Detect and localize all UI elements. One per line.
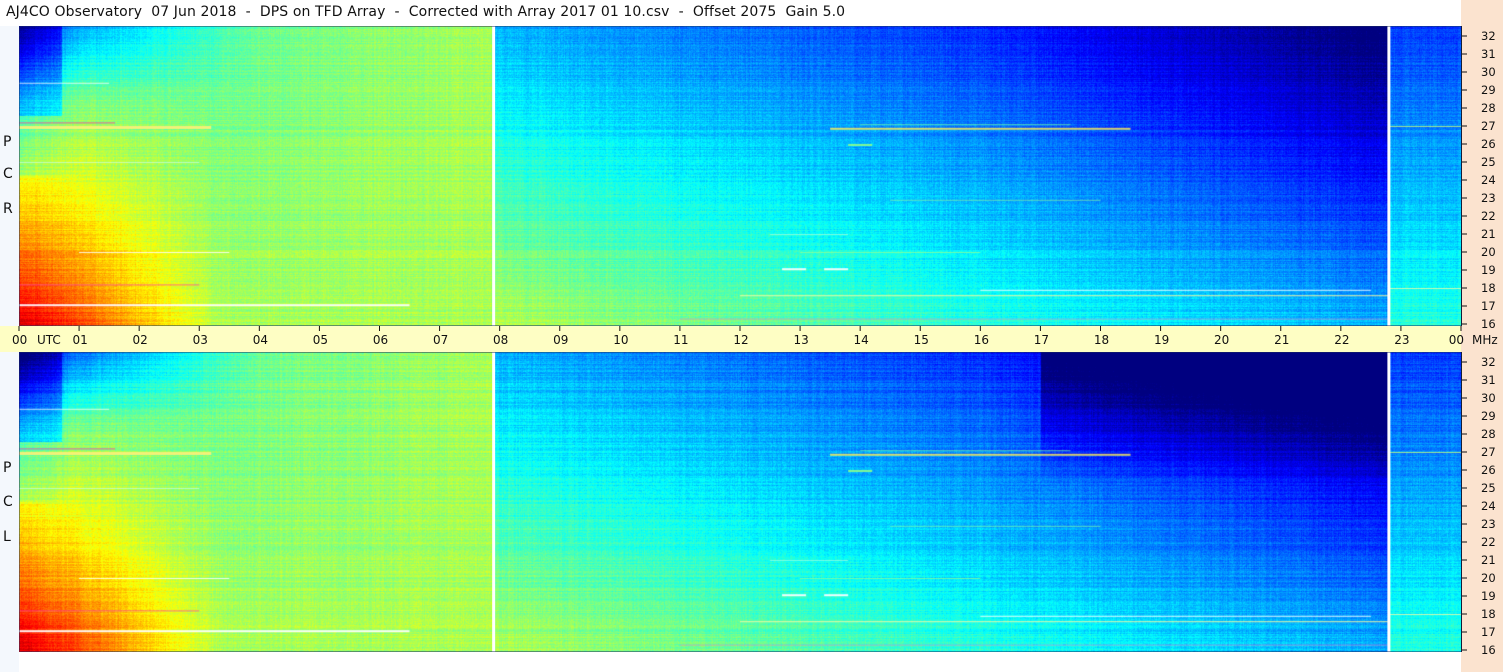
lcp-label-c: C [3, 494, 13, 510]
freq-tick-label-lcp-30: 30 [1481, 391, 1496, 405]
freq-tick-label-rcp-21: 21 [1481, 227, 1496, 241]
time-tick-label-20: 20 [1214, 333, 1229, 347]
freq-tick-label-lcp-22: 22 [1481, 535, 1496, 549]
utc-label: UTC [37, 333, 61, 347]
time-tick-label-3: 03 [193, 333, 208, 347]
freq-tick-label-lcp-28: 28 [1481, 427, 1496, 441]
time-tick-label-0: 00 [12, 333, 27, 347]
freq-tick-label-rcp-28: 28 [1481, 101, 1496, 115]
freq-tick-label-rcp-32: 32 [1481, 29, 1496, 43]
rcp-label-r: R [3, 201, 13, 217]
panel-frame-lcp [19, 352, 1462, 652]
freq-tick-label-rcp-22: 22 [1481, 209, 1496, 223]
mhz-unit-label: MHz [1472, 333, 1498, 347]
rcp-spectrogram [19, 26, 1461, 326]
freq-tick-label-lcp-21: 21 [1481, 553, 1496, 567]
freq-tick-label-rcp-19: 19 [1481, 263, 1496, 277]
time-tick-label-13: 13 [793, 333, 808, 347]
freq-tick-label-rcp-26: 26 [1481, 137, 1496, 151]
freq-tick-label-rcp-27: 27 [1481, 119, 1496, 133]
freq-tick-label-lcp-23: 23 [1481, 517, 1496, 531]
time-axis-bar [0, 326, 1461, 352]
time-tick-label-10: 10 [613, 333, 628, 347]
frequency-axis-strip [1461, 0, 1503, 672]
time-tick-label-16: 16 [974, 333, 989, 347]
freq-tick-label-lcp-20: 20 [1481, 571, 1496, 585]
time-tick-label-22: 22 [1334, 333, 1349, 347]
freq-tick-label-rcp-24: 24 [1481, 173, 1496, 187]
freq-tick-label-rcp-17: 17 [1481, 299, 1496, 313]
freq-tick-label-rcp-20: 20 [1481, 245, 1496, 259]
freq-tick-label-lcp-19: 19 [1481, 589, 1496, 603]
time-tick-label-19: 19 [1154, 333, 1169, 347]
time-tick-label-7: 07 [433, 333, 448, 347]
freq-tick-label-lcp-18: 18 [1481, 607, 1496, 621]
time-tick-label-4: 04 [253, 333, 268, 347]
time-tick-label-24: 00 [1449, 333, 1464, 347]
chart-title: AJ4CO Observatory 07 Jun 2018 - DPS on T… [6, 4, 846, 20]
lcp-spectrogram [19, 352, 1461, 652]
marker-line-0-rcp [492, 26, 496, 326]
freq-tick-label-lcp-32: 32 [1481, 355, 1496, 369]
time-tick-label-12: 12 [733, 333, 748, 347]
freq-tick-label-lcp-17: 17 [1481, 625, 1496, 639]
time-tick-label-9: 09 [553, 333, 568, 347]
time-tick-label-6: 06 [373, 333, 388, 347]
time-tick-label-11: 11 [673, 333, 688, 347]
marker-line-1-rcp [1387, 26, 1391, 326]
time-tick-label-14: 14 [854, 333, 869, 347]
freq-tick-label-lcp-25: 25 [1481, 481, 1496, 495]
freq-tick-label-lcp-26: 26 [1481, 463, 1496, 477]
freq-tick-label-rcp-16: 16 [1481, 317, 1496, 331]
title-bar [0, 0, 1461, 26]
time-tick-label-1: 01 [72, 333, 87, 347]
lcp-panel [19, 352, 1461, 652]
freq-tick-label-rcp-23: 23 [1481, 191, 1496, 205]
freq-tick-label-rcp-18: 18 [1481, 281, 1496, 295]
freq-tick-label-lcp-24: 24 [1481, 499, 1496, 513]
freq-tick-label-lcp-27: 27 [1481, 445, 1496, 459]
lcp-label-l: L [3, 529, 11, 545]
time-tick-label-17: 17 [1034, 333, 1049, 347]
time-tick-label-5: 05 [313, 333, 328, 347]
marker-line-0-lcp [492, 352, 496, 652]
freq-tick-label-lcp-16: 16 [1481, 643, 1496, 657]
freq-tick-label-rcp-25: 25 [1481, 155, 1496, 169]
time-tick-label-2: 02 [133, 333, 148, 347]
panel-frame-rcp [19, 26, 1462, 326]
time-tick-label-18: 18 [1094, 333, 1109, 347]
time-tick-label-21: 21 [1274, 333, 1289, 347]
rcp-label-p: P [3, 134, 12, 150]
freq-tick-label-rcp-31: 31 [1481, 47, 1496, 61]
lcp-label-p: P [3, 460, 12, 476]
time-tick-label-8: 08 [493, 333, 508, 347]
freq-tick-label-lcp-29: 29 [1481, 409, 1496, 423]
freq-tick-label-rcp-30: 30 [1481, 65, 1496, 79]
freq-tick-label-rcp-29: 29 [1481, 83, 1496, 97]
rcp-panel [19, 26, 1461, 326]
rcp-label-c: C [3, 166, 13, 182]
marker-line-1-lcp [1387, 352, 1391, 652]
time-tick-label-23: 23 [1394, 333, 1409, 347]
time-tick-label-15: 15 [914, 333, 929, 347]
freq-tick-label-lcp-31: 31 [1481, 373, 1496, 387]
